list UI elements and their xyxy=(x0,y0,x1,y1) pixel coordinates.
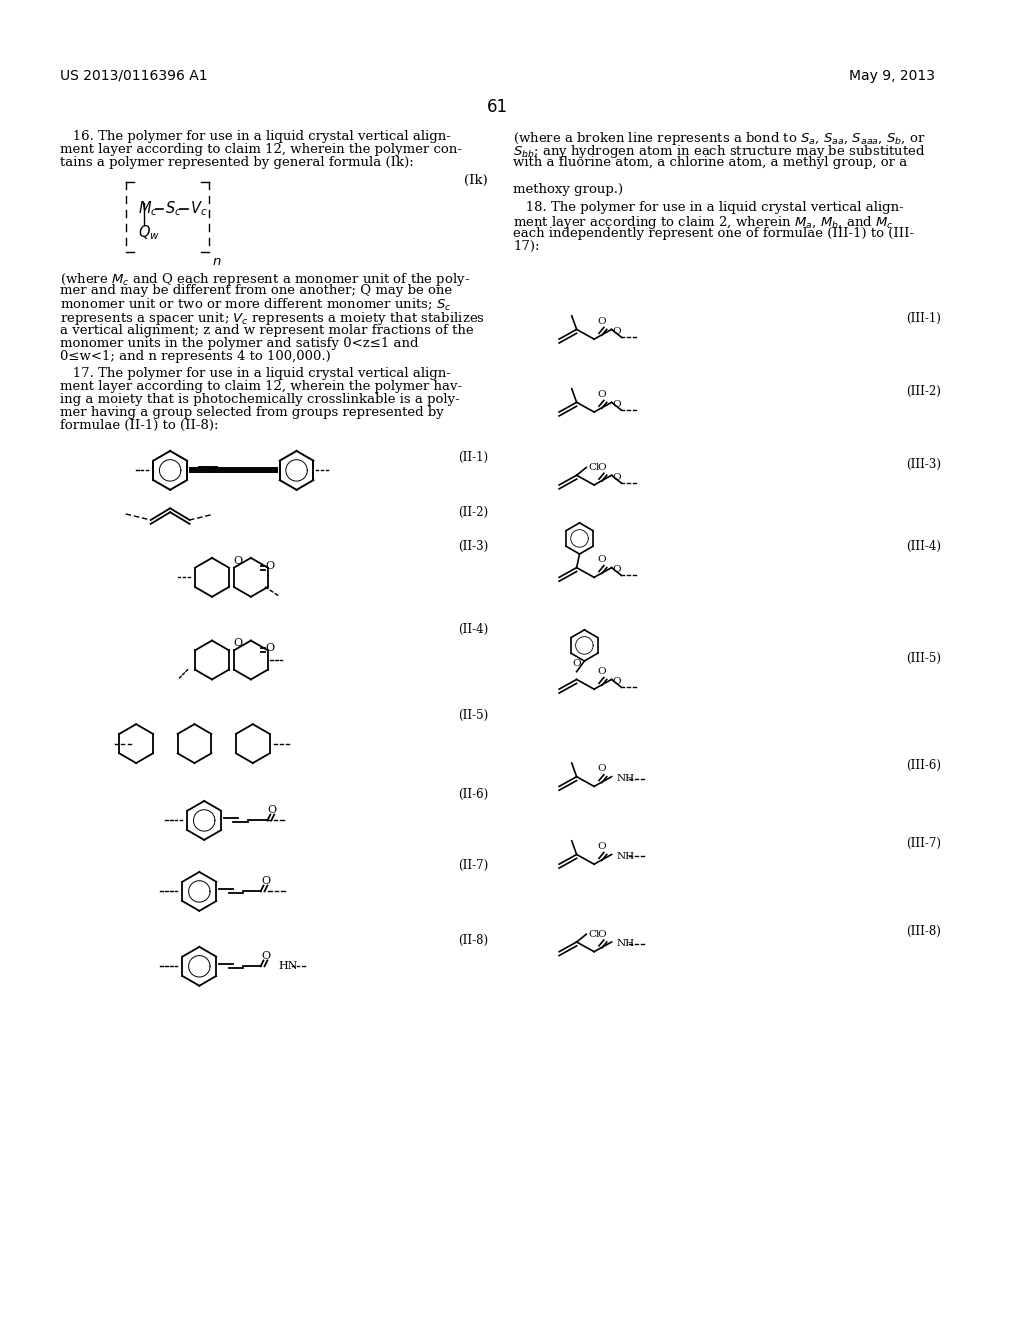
Text: (II-5): (II-5) xyxy=(458,709,488,722)
Text: monomer unit or two or more different monomer units; $S_c$: monomer unit or two or more different mo… xyxy=(60,297,452,313)
Text: (II-7): (II-7) xyxy=(458,859,488,873)
Text: NH: NH xyxy=(616,774,635,783)
Text: O: O xyxy=(261,950,270,961)
Text: O: O xyxy=(598,389,606,399)
Text: monomer units in the polymer and satisfy 0<z≤1 and: monomer units in the polymer and satisfy… xyxy=(60,337,419,350)
Text: formulae (II-1) to (II-8):: formulae (II-1) to (II-8): xyxy=(60,420,219,433)
Text: mer having a group selected from groups represented by: mer having a group selected from groups … xyxy=(60,407,444,420)
Text: US 2013/0116396 A1: US 2013/0116396 A1 xyxy=(60,69,208,83)
Text: 18. The polymer for use in a liquid crystal vertical align-: 18. The polymer for use in a liquid crys… xyxy=(513,201,904,214)
Text: O: O xyxy=(598,667,606,676)
Text: Cl: Cl xyxy=(588,929,600,939)
Text: tains a polymer represented by general formula (Ik):: tains a polymer represented by general f… xyxy=(60,156,414,169)
Text: O: O xyxy=(598,463,606,473)
Text: O: O xyxy=(598,556,606,565)
Text: O: O xyxy=(233,639,243,648)
Text: May 9, 2013: May 9, 2013 xyxy=(850,69,935,83)
Text: (II-8): (II-8) xyxy=(458,935,488,948)
Text: $M_c$: $M_c$ xyxy=(138,199,158,218)
Text: O: O xyxy=(598,929,606,939)
Text: ment layer according to claim 2, wherein $M_a$, $M_b$, and $M_c$: ment layer according to claim 2, wherein… xyxy=(513,214,894,231)
Text: (where a broken line represents a bond to $S_a$, $S_{aa}$, $S_{aaa}$, $S_b$, or: (where a broken line represents a bond t… xyxy=(513,131,926,147)
Text: $Q_w$: $Q_w$ xyxy=(138,223,160,242)
Text: (Ik): (Ik) xyxy=(464,174,488,187)
Text: 17. The polymer for use in a liquid crystal vertical align-: 17. The polymer for use in a liquid crys… xyxy=(60,367,452,380)
Text: (III-8): (III-8) xyxy=(906,924,941,937)
Text: (II-2): (II-2) xyxy=(458,507,488,519)
Text: $n$: $n$ xyxy=(212,255,221,268)
Text: 61: 61 xyxy=(487,98,508,116)
Text: 16. The polymer for use in a liquid crystal vertical align-: 16. The polymer for use in a liquid crys… xyxy=(60,131,452,143)
Text: O: O xyxy=(267,805,276,814)
Text: O: O xyxy=(598,764,606,774)
Text: O: O xyxy=(598,317,606,326)
Text: (II-3): (II-3) xyxy=(458,540,488,553)
Text: methoxy group.): methoxy group.) xyxy=(513,182,624,195)
Text: O: O xyxy=(612,565,621,574)
Text: $V_c$: $V_c$ xyxy=(189,199,207,218)
Text: O: O xyxy=(598,842,606,851)
Text: $S_{bb}$; any hydrogen atom in each structure may be substituted: $S_{bb}$; any hydrogen atom in each stru… xyxy=(513,143,926,160)
Text: O: O xyxy=(261,875,270,886)
Text: (II-1): (II-1) xyxy=(458,451,488,463)
Text: (III-6): (III-6) xyxy=(906,759,941,772)
Text: O: O xyxy=(233,556,243,566)
Text: (III-4): (III-4) xyxy=(906,540,941,553)
Text: (III-5): (III-5) xyxy=(906,652,941,665)
Text: mer and may be different from one another; Q may be one: mer and may be different from one anothe… xyxy=(60,284,453,297)
Text: ing a moiety that is photochemically crosslinkable is a poly-: ing a moiety that is photochemically cro… xyxy=(60,393,460,407)
Text: $S_c$: $S_c$ xyxy=(165,199,182,218)
Text: (III-1): (III-1) xyxy=(906,312,941,325)
Text: HN: HN xyxy=(279,961,298,972)
Text: O: O xyxy=(612,327,621,335)
Text: (III-2): (III-2) xyxy=(906,385,941,397)
Text: (III-3): (III-3) xyxy=(906,458,941,471)
Text: 0≤w<1; and n represents 4 to 100,000.): 0≤w<1; and n represents 4 to 100,000.) xyxy=(60,350,331,363)
Text: each independently represent one of formulae (III-1) to (III-: each independently represent one of form… xyxy=(513,227,914,240)
Text: O: O xyxy=(612,677,621,686)
Text: O: O xyxy=(612,400,621,409)
Text: represents a spacer unit; $V_c$ represents a moiety that stabilizes: represents a spacer unit; $V_c$ represen… xyxy=(60,310,485,327)
Text: with a fluorine atom, a chlorine atom, a methyl group, or a: with a fluorine atom, a chlorine atom, a… xyxy=(513,156,907,169)
Text: Cl: Cl xyxy=(588,463,600,473)
Text: (II-4): (II-4) xyxy=(458,623,488,636)
Text: ment layer according to claim 12, wherein the polymer con-: ment layer according to claim 12, wherei… xyxy=(60,143,462,156)
Text: 17):: 17): xyxy=(513,240,540,253)
Text: O: O xyxy=(266,643,274,653)
Text: ment layer according to claim 12, wherein the polymer hav-: ment layer according to claim 12, wherei… xyxy=(60,380,463,393)
Text: NH: NH xyxy=(616,940,635,949)
Text: (where $M_c$ and Q each represent a monomer unit of the poly-: (where $M_c$ and Q each represent a mono… xyxy=(60,271,470,288)
Text: NH: NH xyxy=(616,851,635,861)
Text: O: O xyxy=(572,660,581,668)
Text: O: O xyxy=(612,473,621,482)
Text: (II-6): (II-6) xyxy=(458,788,488,801)
Text: O: O xyxy=(266,561,274,570)
Text: a vertical alignment; z and w represent molar fractions of the: a vertical alignment; z and w represent … xyxy=(60,323,474,337)
Text: (III-7): (III-7) xyxy=(906,837,941,850)
